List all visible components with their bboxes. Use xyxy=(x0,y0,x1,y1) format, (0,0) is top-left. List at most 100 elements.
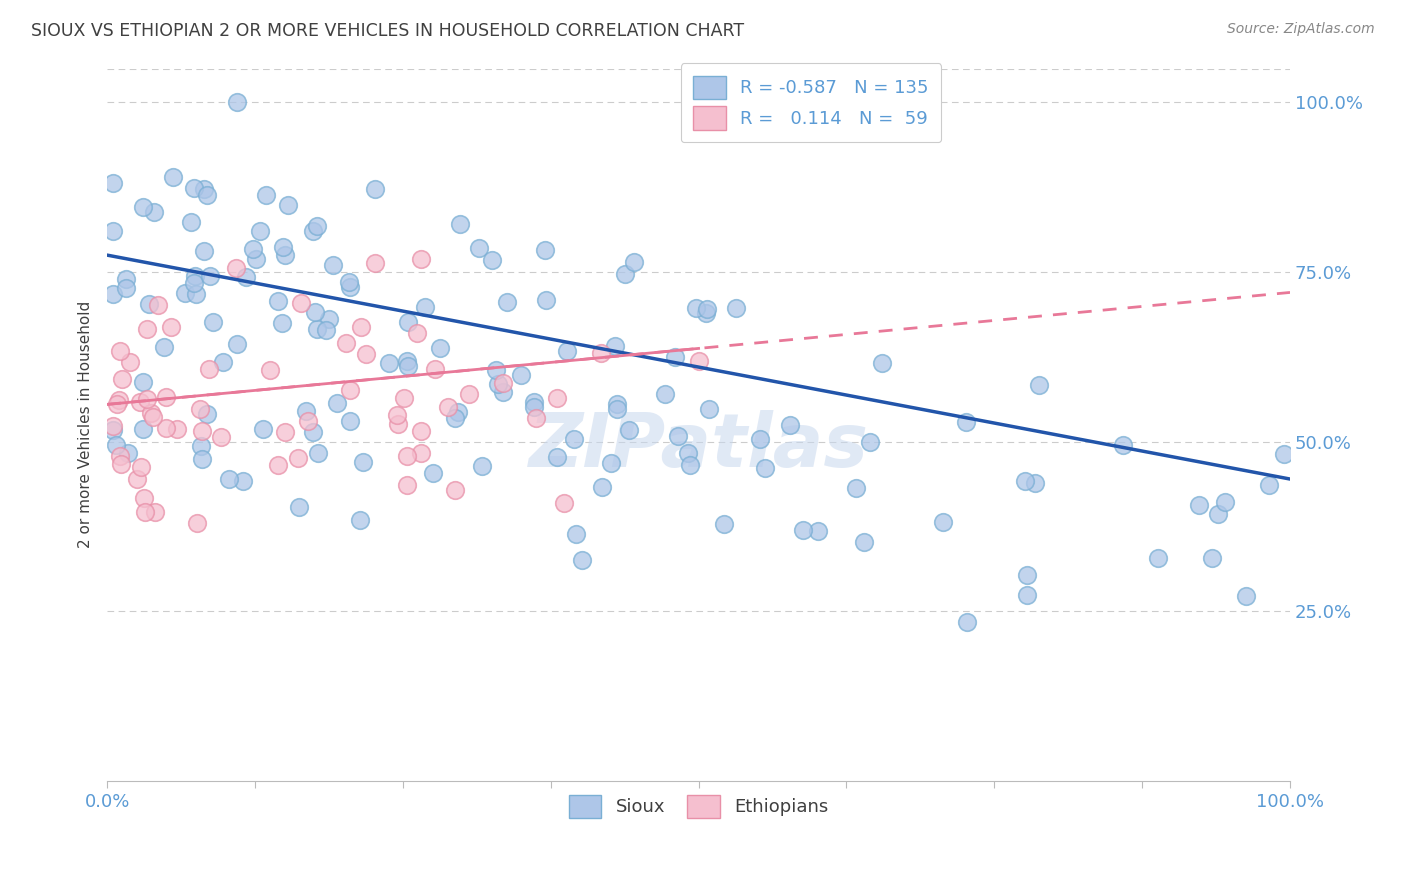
Point xyxy=(591,480,613,494)
Point xyxy=(1112,438,1135,452)
Point xyxy=(349,513,371,527)
Point xyxy=(101,286,124,301)
Point xyxy=(301,224,323,238)
Point xyxy=(654,387,676,401)
Point xyxy=(807,524,830,538)
Point xyxy=(212,355,235,369)
Point xyxy=(304,304,326,318)
Point xyxy=(101,418,124,433)
Point xyxy=(115,281,138,295)
Point xyxy=(302,425,325,439)
Point xyxy=(350,320,373,334)
Point xyxy=(198,361,221,376)
Point xyxy=(392,391,415,405)
Point xyxy=(193,244,215,258)
Point xyxy=(108,344,131,359)
Point xyxy=(396,353,419,368)
Point xyxy=(267,294,290,309)
Point xyxy=(1206,507,1229,521)
Point xyxy=(249,224,271,238)
Point xyxy=(411,425,433,439)
Point xyxy=(186,516,208,530)
Point xyxy=(688,354,710,368)
Point xyxy=(110,372,132,386)
Point xyxy=(411,446,433,460)
Point xyxy=(166,422,188,436)
Point xyxy=(396,359,419,373)
Point xyxy=(396,449,419,463)
Point xyxy=(193,182,215,196)
Point xyxy=(606,397,628,411)
Point xyxy=(385,409,408,423)
Point xyxy=(859,434,882,449)
Point xyxy=(120,355,142,369)
Point xyxy=(496,295,519,310)
Point xyxy=(153,340,176,354)
Point xyxy=(132,375,155,389)
Point xyxy=(845,481,868,495)
Point xyxy=(664,350,686,364)
Point xyxy=(853,535,876,549)
Point xyxy=(271,240,294,254)
Point xyxy=(468,241,491,255)
Point xyxy=(337,275,360,289)
Point xyxy=(1234,589,1257,603)
Point xyxy=(458,387,481,401)
Point xyxy=(546,450,568,465)
Point xyxy=(290,296,312,310)
Point xyxy=(555,343,578,358)
Y-axis label: 2 or more Vehicles in Household: 2 or more Vehicles in Household xyxy=(79,301,93,549)
Point xyxy=(387,417,409,431)
Point xyxy=(101,423,124,437)
Point xyxy=(685,301,707,315)
Point xyxy=(1028,377,1050,392)
Point xyxy=(695,306,717,320)
Point xyxy=(139,406,162,420)
Point xyxy=(409,252,432,267)
Point xyxy=(225,95,247,110)
Point xyxy=(779,417,801,432)
Point xyxy=(870,356,893,370)
Point xyxy=(676,446,699,460)
Point xyxy=(252,422,274,436)
Point xyxy=(724,301,747,316)
Point xyxy=(143,205,166,219)
Point xyxy=(564,527,586,541)
Point xyxy=(186,287,208,301)
Point xyxy=(138,297,160,311)
Point xyxy=(1017,588,1039,602)
Point xyxy=(271,316,294,330)
Point xyxy=(413,300,436,314)
Point xyxy=(174,285,197,300)
Point xyxy=(395,477,418,491)
Point xyxy=(955,415,977,429)
Point xyxy=(232,474,254,488)
Point xyxy=(245,252,267,266)
Point xyxy=(666,429,689,443)
Point xyxy=(396,314,419,328)
Point xyxy=(444,483,467,498)
Point xyxy=(190,439,212,453)
Point xyxy=(364,256,387,270)
Point xyxy=(146,298,169,312)
Point xyxy=(115,272,138,286)
Point xyxy=(339,384,361,398)
Point xyxy=(105,396,128,410)
Point xyxy=(305,322,328,336)
Point xyxy=(339,280,361,294)
Point xyxy=(354,347,377,361)
Text: SIOUX VS ETHIOPIAN 2 OR MORE VEHICLES IN HOUSEHOLD CORRELATION CHART: SIOUX VS ETHIOPIAN 2 OR MORE VEHICLES IN… xyxy=(31,22,744,40)
Point xyxy=(713,516,735,531)
Point xyxy=(1272,447,1295,461)
Point xyxy=(447,405,470,419)
Point xyxy=(524,411,547,425)
Point xyxy=(534,293,557,307)
Point xyxy=(406,326,429,341)
Point xyxy=(132,200,155,214)
Point xyxy=(225,260,247,275)
Point xyxy=(377,356,399,370)
Legend: Sioux, Ethiopians: Sioux, Ethiopians xyxy=(562,788,835,825)
Point xyxy=(132,422,155,436)
Point xyxy=(288,500,311,515)
Point xyxy=(198,269,221,284)
